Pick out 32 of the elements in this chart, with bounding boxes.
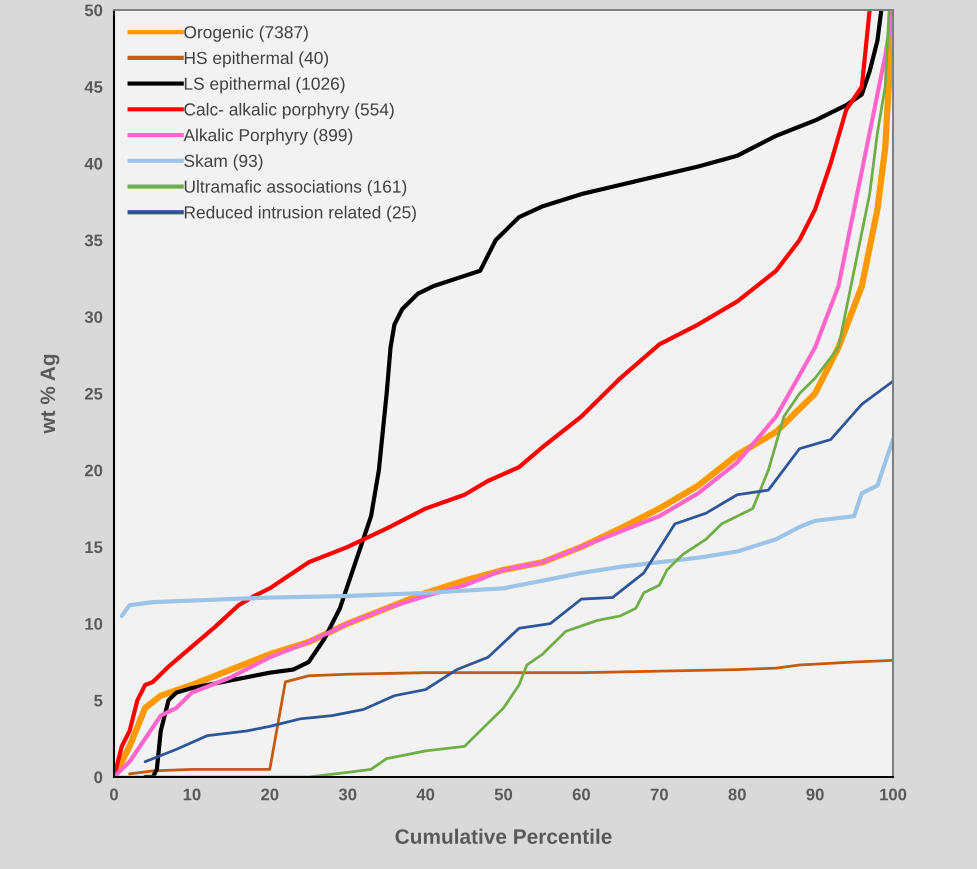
y-tick-label: 30 bbox=[84, 311, 102, 324]
x-tick-label: 10 bbox=[184, 788, 200, 800]
x-tick-label: 90 bbox=[806, 788, 824, 800]
legend-label: LS epithermal (1026) bbox=[184, 77, 344, 94]
y-tick-label: 10 bbox=[85, 618, 102, 630]
y-tick-label: 15 bbox=[85, 541, 102, 554]
x-tick-label: 60 bbox=[572, 788, 590, 800]
y-tick-label: 40 bbox=[84, 158, 102, 170]
y-tick-label: 0 bbox=[94, 771, 102, 784]
x-tick-label: 100 bbox=[880, 788, 906, 800]
y-tick-label: 5 bbox=[94, 694, 102, 707]
x-tick-label: 70 bbox=[650, 788, 668, 800]
legend-label: Skam (93) bbox=[184, 154, 262, 170]
y-tick-label: 35 bbox=[84, 234, 102, 246]
legend-label: Reduced intrusion related (25) bbox=[184, 206, 416, 222]
x-tick-label: 50 bbox=[494, 788, 512, 800]
x-axis-title: Cumulative Percentile bbox=[396, 828, 612, 844]
x-tick-label: 0 bbox=[110, 788, 118, 800]
legend-label: Orogenic (7387) bbox=[184, 26, 308, 42]
x-tick-label: 80 bbox=[728, 788, 746, 800]
y-axis-title: wt % Ag bbox=[40, 354, 60, 434]
y-tick-label: 25 bbox=[84, 388, 102, 400]
legend-label: HS epithermal (40) bbox=[184, 51, 328, 68]
y-tick-label: 20 bbox=[84, 464, 102, 476]
x-tick-label: 20 bbox=[261, 788, 278, 800]
x-tick-label: 30 bbox=[338, 788, 356, 800]
legend-label: Calc- alkalic porphyry (554) bbox=[184, 102, 394, 120]
x-tick-label: 40 bbox=[416, 788, 434, 800]
y-tick-label: 50 bbox=[84, 4, 102, 16]
legend-label: Ultramafic associations (161) bbox=[184, 180, 406, 196]
y-tick-label: 45 bbox=[84, 81, 102, 93]
legend-label: Alkalic Porphyry (899) bbox=[183, 128, 352, 145]
